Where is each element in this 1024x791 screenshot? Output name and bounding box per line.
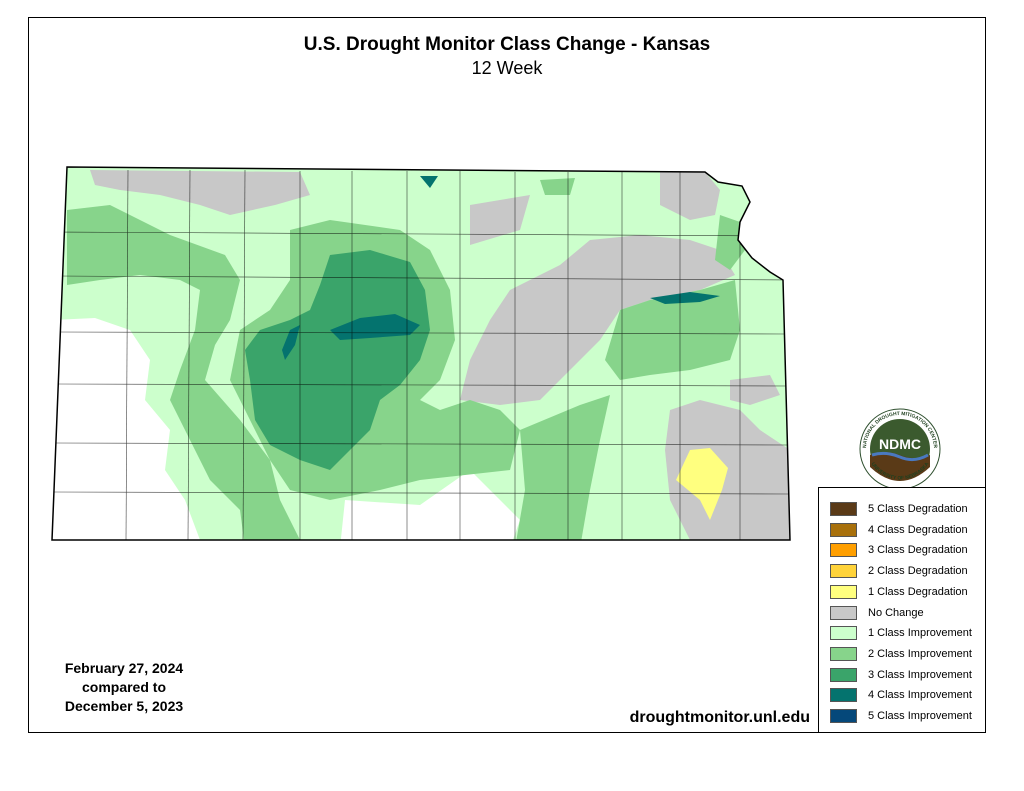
legend-swatch — [830, 646, 857, 661]
county-lines — [53, 169, 790, 540]
legend-item: 4 Class Degradation — [830, 522, 968, 538]
region-imp2-south — [515, 395, 610, 540]
region-imp3-central — [245, 250, 430, 470]
source-url: droughtmonitor.unl.edu — [629, 709, 810, 726]
legend-item: No Change — [830, 605, 924, 621]
legend-item: 5 Class Degradation — [830, 501, 968, 517]
kansas-outline — [51, 166, 791, 541]
region-imp2-north — [540, 178, 575, 195]
legend-item: 5 Class Improvement — [830, 708, 972, 724]
region-nochange-center — [460, 235, 735, 405]
legend-swatch — [830, 502, 857, 516]
legend-label: 5 Class Degradation — [868, 503, 968, 515]
region-none-south — [340, 470, 520, 540]
legend-label: 4 Class Improvement — [868, 689, 972, 702]
region-imp4-west — [282, 325, 300, 360]
region-nochange-se — [665, 400, 790, 540]
legend-label: No Change — [868, 606, 924, 619]
region-imp2-ne — [715, 215, 745, 270]
legend-swatch — [830, 688, 857, 703]
region-imp2-west — [67, 205, 300, 540]
legend-label: 3 Class Degradation — [868, 544, 968, 557]
region-imp4-central — [330, 314, 420, 340]
legend-swatch — [830, 605, 857, 620]
legend-swatch — [830, 564, 857, 579]
legend-item: 1 Class Degradation — [830, 584, 968, 600]
map-title: U.S. Drought Monitor Class Change - Kans… — [303, 34, 711, 55]
legend-swatch — [830, 522, 857, 537]
date-line-1: February 27, 2024 — [64, 660, 184, 676]
legend-label: 1 Class Degradation — [868, 585, 968, 598]
date-line-2: compared to — [81, 679, 166, 695]
date-caption: February 27, 2024 compared to December 5… — [40, 659, 208, 716]
legend-swatch — [830, 584, 857, 599]
ndmc-logo: NDMC NATIONAL DROUGHT MITIGATION CENTER … — [859, 408, 941, 490]
region-none-sw — [52, 318, 200, 540]
legend-swatch — [830, 543, 857, 558]
legend-label: 1 Class Improvement — [868, 627, 972, 640]
legend-item: 3 Class Degradation — [830, 542, 968, 558]
legend-item: 1 Class Improvement — [830, 625, 972, 641]
region-imp4-north — [420, 176, 438, 188]
legend-label: 3 Class Improvement — [868, 668, 972, 681]
legend-swatch — [830, 667, 857, 682]
date-line-3: December 5, 2023 — [64, 698, 184, 714]
map-subtitle: 12 Week — [471, 58, 543, 78]
legend: 5 Class Degradation 4 Class Degradation … — [818, 487, 986, 733]
region-imp2-east — [605, 280, 740, 380]
legend-label: 2 Class Degradation — [868, 565, 968, 578]
legend-item: 3 Class Improvement — [830, 667, 972, 683]
region-deg1-se — [676, 448, 728, 520]
region-nochange-nw — [90, 170, 310, 215]
legend-item: 4 Class Improvement — [830, 687, 972, 703]
legend-item: 2 Class Improvement — [830, 646, 972, 662]
region-nochange-e — [730, 375, 780, 405]
legend-label: 4 Class Degradation — [868, 523, 968, 536]
legend-swatch — [830, 626, 857, 641]
region-imp4-east — [650, 292, 720, 304]
logo-text: NDMC — [879, 436, 921, 452]
legend-swatch — [830, 709, 857, 723]
region-nochange-ne — [660, 172, 720, 220]
legend-item: 2 Class Degradation — [830, 563, 968, 579]
legend-label: 5 Class Improvement — [868, 710, 972, 722]
legend-label: 2 Class Improvement — [868, 647, 972, 660]
